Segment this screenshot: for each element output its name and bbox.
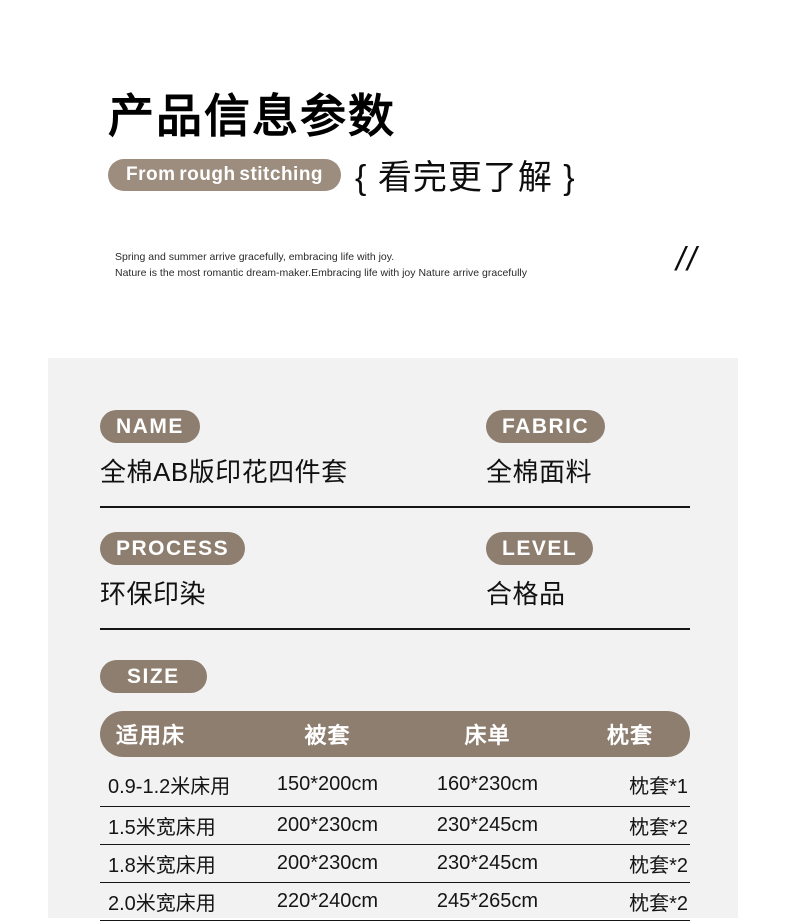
size-label: SIZE — [100, 660, 207, 693]
spec-level: LEVEL 合格品 — [486, 532, 690, 611]
size-table: 适用床 被套 床单 枕套 0.9-1.2米床用 150*200cm 160*23… — [100, 711, 690, 921]
tagline-line-2: Nature is the most romantic dream-maker.… — [115, 267, 527, 279]
spec-label-level: LEVEL — [486, 532, 594, 565]
spec-process: PROCESS 环保印染 — [100, 532, 486, 611]
subtitle-row: From rough stitching { 看完更了解 } — [108, 150, 576, 199]
cell-duvet-cover: 150*200cm — [276, 773, 379, 795]
cell-sheet: 245*265cm — [436, 890, 539, 912]
cell-bed: 1.8米宽床用 — [108, 855, 216, 877]
page-title: 产品信息参数 — [108, 90, 396, 142]
cell-bed: 0.9-1.2米床用 — [108, 776, 231, 798]
cell-pillowcase: 枕套*2 — [629, 855, 688, 877]
cell-bed: 1.5米宽床用 — [108, 817, 216, 839]
table-row: 1.8米宽床用 200*230cm 230*245cm 枕套*2 — [100, 845, 690, 883]
double-slash-mark: // — [676, 240, 699, 277]
spec-label-name: NAME — [100, 410, 200, 443]
spec-label-fabric: FABRIC — [486, 410, 606, 443]
tagline: Spring and summer arrive gracefully, emb… — [115, 249, 527, 281]
spec-row-1: NAME 全棉AB版印花四件套 FABRIC 全棉面料 — [100, 410, 690, 489]
cell-pillowcase: 枕套*1 — [629, 776, 688, 798]
table-row: 0.9-1.2米床用 150*200cm 160*230cm 枕套*1 — [100, 757, 690, 807]
cell-bed: 2.0米宽床用 — [108, 893, 216, 915]
spec-name: NAME 全棉AB版印花四件套 — [100, 410, 486, 489]
section-divider — [100, 506, 690, 508]
cell-duvet-cover: 200*230cm — [276, 852, 379, 874]
spec-value-level: 合格品 — [486, 579, 566, 609]
spec-value-name: 全棉AB版印花四件套 — [100, 457, 348, 487]
spec-panel: NAME 全棉AB版印花四件套 FABRIC 全棉面料 PROCESS 环保印染… — [48, 358, 738, 921]
subtitle-pill: From rough stitching — [108, 158, 342, 191]
spec-label-process: PROCESS — [100, 532, 246, 565]
cell-sheet: 230*245cm — [436, 852, 539, 874]
cell-sheet: 160*230cm — [436, 773, 539, 795]
table-row: 1.5米宽床用 200*230cm 230*245cm 枕套*2 — [100, 807, 690, 845]
col-header-duvet-cover: 被套 — [304, 723, 351, 748]
col-header-sheet: 床单 — [464, 723, 511, 748]
table-row: 2.0米宽床用 220*240cm 245*265cm 枕套*2 — [100, 883, 690, 921]
cell-sheet: 230*245cm — [436, 814, 539, 836]
spec-value-process: 环保印染 — [100, 579, 207, 609]
tagline-line-1: Spring and summer arrive gracefully, emb… — [115, 251, 395, 263]
cell-pillowcase: 枕套*2 — [629, 893, 688, 915]
spec-row-2: PROCESS 环保印染 LEVEL 合格品 — [100, 532, 690, 611]
subtitle-cn: { 看完更了解 } — [355, 159, 576, 197]
col-header-bed: 适用床 — [116, 723, 186, 748]
cell-duvet-cover: 220*240cm — [276, 890, 379, 912]
cell-pillowcase: 枕套*2 — [629, 817, 688, 839]
col-header-pillowcase: 枕套 — [606, 723, 653, 748]
section-divider — [100, 628, 690, 630]
cell-duvet-cover: 200*230cm — [276, 814, 379, 836]
size-table-header: 适用床 被套 床单 枕套 — [100, 711, 690, 757]
spec-fabric: FABRIC 全棉面料 — [486, 410, 690, 489]
spec-value-fabric: 全棉面料 — [486, 457, 593, 487]
